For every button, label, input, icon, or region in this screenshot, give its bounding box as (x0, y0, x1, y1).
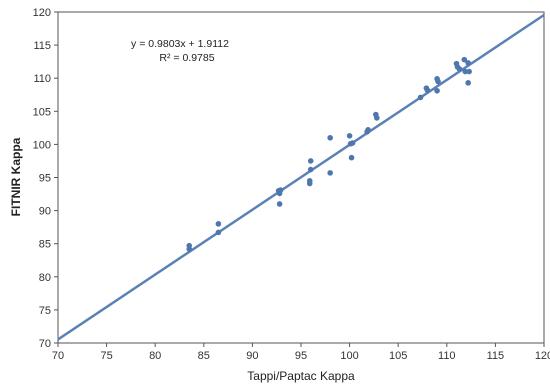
x-tick-label: 85 (198, 350, 210, 362)
x-tick-label: 80 (149, 350, 161, 362)
y-tick-label: 110 (33, 73, 51, 85)
trendline-equation: y = 0.9803x + 1.9112 (131, 38, 229, 50)
data-point (465, 80, 471, 86)
data-point (307, 158, 314, 164)
y-tick-label: 120 (33, 7, 51, 19)
data-point (346, 132, 353, 139)
data-point (276, 201, 283, 207)
y-tick-label: 95 (39, 173, 51, 185)
r-squared-label: R² = 0.9785 (159, 52, 214, 64)
y-tick-label: 115 (33, 40, 51, 52)
data-point (327, 170, 333, 176)
data-point (348, 154, 355, 161)
x-tick-label: 90 (246, 350, 258, 362)
data-point (307, 166, 314, 173)
x-tick-label: 105 (389, 350, 407, 362)
data-point (417, 94, 424, 101)
x-tick-label: 95 (295, 350, 307, 362)
x-tick-labels: 70 75 80 85 90 95 100 105 110 115 120 (52, 350, 550, 362)
trendline (57, 13, 545, 341)
data-point (424, 87, 431, 93)
data-point (365, 127, 371, 133)
data-points (186, 56, 472, 252)
data-point (462, 68, 469, 75)
data-point (215, 229, 222, 236)
data-point (215, 221, 222, 227)
data-point (456, 66, 463, 72)
x-tick-label: 75 (100, 350, 112, 362)
data-point (306, 180, 313, 187)
y-tick-label: 90 (39, 206, 51, 218)
data-point (374, 115, 380, 121)
y-tick-label: 100 (33, 139, 51, 151)
trendline-group (57, 13, 545, 341)
data-point (465, 60, 471, 66)
data-point (349, 140, 356, 146)
y-tick-label: 75 (39, 305, 51, 317)
x-tick-label: 110 (438, 350, 456, 362)
x-tick-label: 100 (340, 350, 358, 362)
tick-marks (54, 11, 545, 347)
data-point (277, 187, 284, 193)
x-tick-label: 120 (535, 350, 550, 362)
x-tick-label: 115 (487, 350, 505, 362)
y-tick-labels: 70 75 80 85 90 95 100 105 110 115 120 (33, 7, 51, 350)
x-axis-title: Tappi/Paptac Kappa (247, 369, 355, 383)
y-tick-label: 80 (39, 272, 51, 284)
data-point (186, 246, 193, 252)
data-point (461, 56, 468, 63)
data-point (434, 87, 440, 94)
y-tick-label: 70 (39, 338, 51, 350)
y-tick-label: 105 (33, 106, 51, 118)
data-point (466, 68, 472, 75)
data-point (435, 78, 441, 85)
y-axis-title: FITNIR Kappa (9, 137, 23, 216)
x-tick-label: 70 (52, 350, 64, 362)
y-tick-label: 85 (39, 239, 51, 251)
data-point (327, 134, 333, 141)
